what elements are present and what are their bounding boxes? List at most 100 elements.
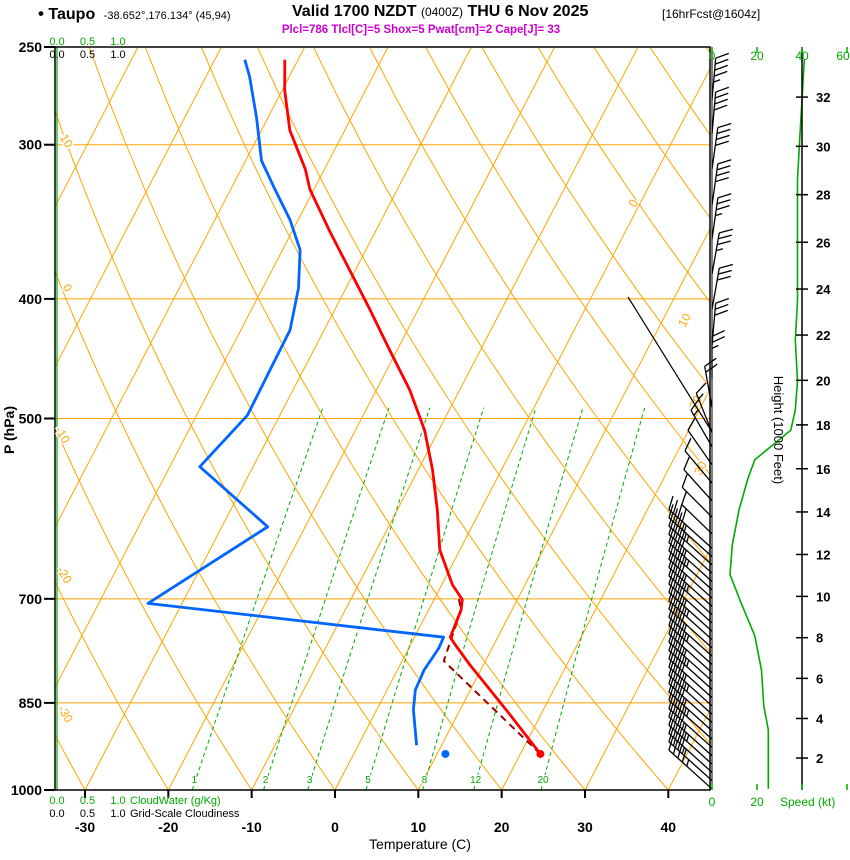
cloudwater-scale-value: 1.0 xyxy=(110,36,125,48)
dry-adiabat-line xyxy=(88,47,503,790)
isotherm-line xyxy=(417,228,710,790)
dry-adiabat-line xyxy=(425,47,710,476)
cloudwater-label: CloudWater (g/Kg) xyxy=(130,795,221,807)
height-tick-label: 28 xyxy=(816,188,830,203)
isotherm-line xyxy=(584,548,710,790)
temperature-curve xyxy=(283,59,542,755)
isotherm-line xyxy=(167,47,556,790)
mixing-ratio-line xyxy=(422,407,537,790)
isotherm-line xyxy=(55,47,389,689)
valid-date: THU 6 Nov 2025 xyxy=(467,3,589,20)
isotherm-label: 10 xyxy=(675,311,694,330)
dewpoint-curve xyxy=(146,59,445,746)
temp-tick-label: 30 xyxy=(577,819,593,835)
forecast-info: [16hrFcst@1604z] xyxy=(662,7,761,21)
adiabat-label: 10 xyxy=(57,132,76,151)
temp-tick-label: 0 xyxy=(331,819,339,835)
dry-adiabat-line xyxy=(369,47,710,564)
height-tick-label: 16 xyxy=(816,462,830,477)
isotherm-line xyxy=(55,47,222,369)
height-tick-label: 18 xyxy=(816,418,830,433)
cloudwater-scale-value: 0.5 xyxy=(80,795,95,807)
surface-temp-marker xyxy=(536,749,545,758)
temp-tick-label: -30 xyxy=(75,819,95,835)
mixing-ratio-label: 3 xyxy=(307,775,313,786)
height-tick-label: 14 xyxy=(816,505,831,520)
cloudiness-scale-value: 0.0 xyxy=(49,808,64,820)
mixing-ratio-label: 20 xyxy=(537,775,549,786)
dry-adiabat-line xyxy=(312,47,710,653)
cloudiness-scale-value: 0.0 xyxy=(49,49,64,61)
valid-z: (0400Z) xyxy=(420,5,463,19)
surface-dewpoint-marker xyxy=(441,749,450,758)
height-tick-label: 10 xyxy=(816,589,830,604)
height-tick-label: 24 xyxy=(816,282,831,297)
mixing-ratio-label: 2 xyxy=(263,775,269,786)
cloudwater-scale-value: 0.0 xyxy=(49,36,64,48)
wind-speed-curve xyxy=(729,59,806,789)
isotherm-label: 0 xyxy=(626,197,642,210)
dry-adiabat-line xyxy=(55,109,419,790)
height-tick-label: 8 xyxy=(816,631,823,646)
dry-adiabat-line xyxy=(200,47,669,790)
mixing-ratio-line xyxy=(307,407,431,790)
mixing-ratio-label: 5 xyxy=(365,775,371,786)
height-axis-label: Height (1000 Feet) xyxy=(771,376,786,484)
dry-adiabat-line xyxy=(55,580,169,790)
height-tick-label: 2 xyxy=(816,751,823,766)
pressure-tick-label: 500 xyxy=(19,411,43,427)
temp-tick-label: 10 xyxy=(411,819,427,835)
height-tick-label: 26 xyxy=(816,235,830,250)
dry-adiabat-line xyxy=(481,47,710,389)
pressure-tick-label: 250 xyxy=(19,39,43,55)
valid-prefix: Valid 1700 NZDT xyxy=(292,3,417,20)
pressure-axis-label: P (hPa) xyxy=(1,406,17,454)
cloudiness-label: Grid-Scale Cloudiness xyxy=(130,808,240,820)
isotherm-line xyxy=(55,47,306,529)
mixing-ratio-line xyxy=(263,407,390,790)
adiabat-label: 0 xyxy=(60,281,76,294)
height-tick-label: 20 xyxy=(816,373,830,388)
mixing-ratio-label: 8 xyxy=(422,775,428,786)
skewt-grid xyxy=(55,47,710,790)
pressure-tick-label: 1000 xyxy=(11,782,42,798)
temp-tick-label: -20 xyxy=(158,819,178,835)
speed-tick-label: 60 xyxy=(836,49,850,63)
mixing-ratio-line xyxy=(191,407,324,790)
sounding-params: Plcl=786 Tlcl[C]=5 Shox=5 Pwat[cm]=2 Cap… xyxy=(281,24,561,36)
speed-axis-label: Speed (kt) xyxy=(780,795,835,809)
mixing-ratio-line xyxy=(365,407,485,790)
station-coords: -38.652°,176.134° (45,94) xyxy=(103,10,231,22)
mixing-ratio-lines xyxy=(191,407,646,790)
bullet-icon: • xyxy=(38,4,44,23)
pressure-tick-label: 850 xyxy=(19,695,43,711)
dry-adiabat-line xyxy=(537,47,710,303)
station-header: • Taupo -38.652°,176.134° (45,94) xyxy=(38,4,231,24)
isotherm-line xyxy=(251,47,639,790)
mixing-ratio-label: 12 xyxy=(470,775,482,786)
cloudiness-scale-value: 1.0 xyxy=(110,808,125,820)
speed-tick-label: 20 xyxy=(750,49,764,63)
cloudiness-scale-value: 1.0 xyxy=(110,49,125,61)
station-name: Taupo xyxy=(48,6,96,23)
speed-tick-label: 20 xyxy=(750,795,764,809)
shear-line xyxy=(627,296,713,433)
valid-time: Valid 1700 NZDT (0400Z) THU 6 Nov 2025 xyxy=(292,3,588,21)
pressure-tick-label: 700 xyxy=(19,591,43,607)
adiabat-label: -30 xyxy=(55,703,76,725)
cloudwater-scale-value: 0.0 xyxy=(49,795,64,807)
dry-adiabat-line xyxy=(55,426,253,790)
speed-tick-label: 0 xyxy=(709,795,716,809)
cloudwater-scale-value: 1.0 xyxy=(110,795,125,807)
height-tick-label: 22 xyxy=(816,328,830,343)
temp-tick-label: 20 xyxy=(494,819,510,835)
pressure-tick-label: 400 xyxy=(19,291,43,307)
temp-tick-label: 40 xyxy=(661,819,677,835)
height-tick-label: 4 xyxy=(816,711,824,726)
height-tick-label: 32 xyxy=(816,90,830,105)
mixing-ratio-line xyxy=(473,407,584,790)
